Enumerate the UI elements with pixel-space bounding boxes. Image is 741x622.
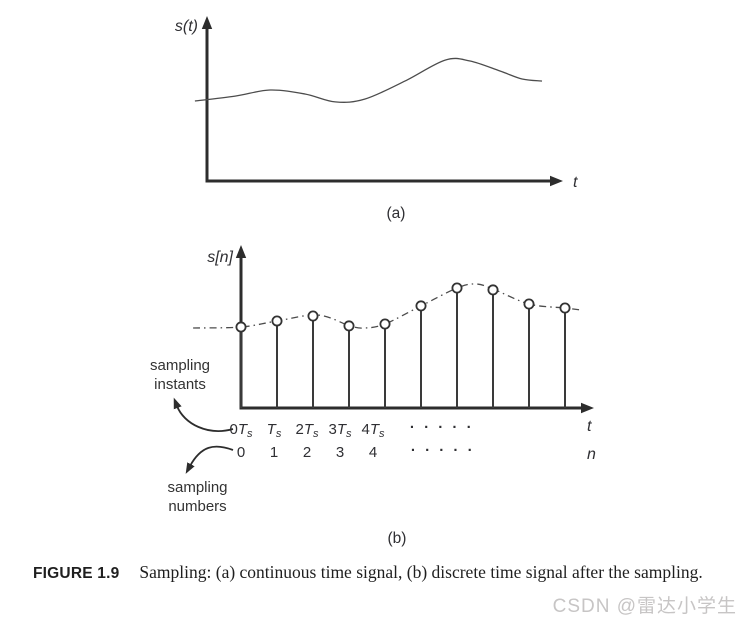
n-tick-label-0: 0 (237, 444, 245, 461)
n-tick-label-1: 1 (270, 444, 278, 461)
t-tick-label-2: 2Ts (295, 421, 319, 440)
sample-point-n1 (271, 315, 283, 327)
sample-point-n9 (559, 302, 571, 314)
t-tick-label-4: 4Ts (361, 421, 385, 440)
sampling-instants-label: sampling instants (149, 357, 211, 393)
sampling-numbers-arrow (185, 445, 234, 474)
t-tick-label-3: 3Ts (328, 421, 352, 440)
sample-point-n3 (343, 320, 355, 332)
plot-a-continuous-signal: s(t) t (175, 16, 578, 191)
watermark-text: CSDN @雷达小学生 (552, 596, 737, 617)
n-tick-label-2: 2 (303, 444, 311, 461)
subfigure-a-label: (a) (387, 205, 406, 222)
t-ticks-ellipsis: · · · · · (410, 419, 474, 436)
n-tick-label-4: 4 (369, 444, 377, 461)
plot-a-xlabel: t (573, 174, 578, 191)
sample-point-n6 (451, 282, 463, 294)
n-tick-label-3: 3 (336, 444, 344, 461)
sample-point-n5 (415, 300, 427, 312)
sampling-numbers-label: sampling numbers (167, 479, 228, 515)
sampling-instants-arrow (173, 397, 234, 432)
sample-point-n4 (379, 318, 391, 330)
sample-point-n8 (523, 298, 535, 310)
sampling-figure-diagram: s(t) t (a) 0Ts Ts 2Ts 3Ts 4Ts · · · · · 0 1 2 3 4 ·… (173, 16, 596, 547)
plot-b-xlabel-n: n (587, 446, 596, 463)
subfigure-b-label: (b) (388, 530, 407, 547)
continuous-signal-curve (194, 57, 543, 103)
sample-point-n0 (235, 321, 247, 333)
plot-b-discrete-signal: 0Ts Ts 2Ts 3Ts 4Ts · · · · · 0 1 2 3 4 · · · · · s[… (173, 245, 596, 474)
plot-a-ylabel: s(t) (175, 18, 198, 35)
sample-point-n7 (487, 284, 499, 296)
t-tick-label-0: 0Ts (229, 421, 253, 440)
plot-b-xlabel-t: t (587, 418, 592, 435)
figure-caption-text: Sampling: (a) continuous time signal, (b… (139, 562, 703, 582)
t-tick-label-1: Ts (267, 421, 282, 440)
sample-point-n2 (307, 310, 319, 322)
n-ticks-ellipsis: · · · · · (411, 442, 475, 459)
figure-caption: FIGURE 1.9 Sampling: (a) continuous time … (33, 560, 735, 587)
plot-b-ylabel: s[n] (207, 249, 233, 266)
figure-caption-tag: FIGURE 1.9 (33, 565, 120, 582)
